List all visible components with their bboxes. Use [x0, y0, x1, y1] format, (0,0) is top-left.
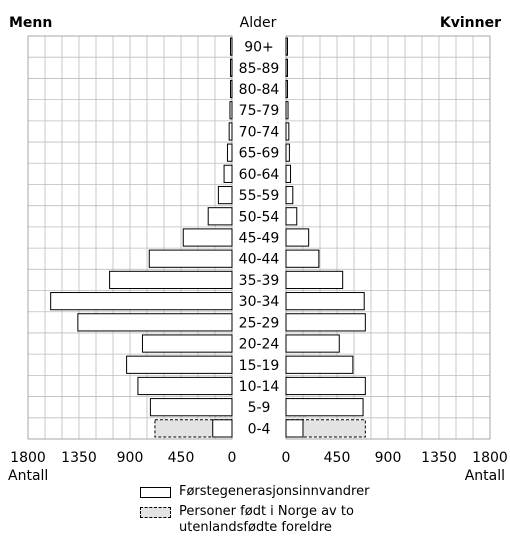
age-label: 50-54: [239, 209, 280, 225]
x-tick-label-right: 1350: [421, 450, 457, 466]
bar-women-85-89-first-gen: [285, 58, 288, 77]
x-tick-label-left: 450: [168, 450, 195, 466]
bar-men-20-24-first-gen: [141, 334, 233, 353]
x-tick-label-left: 900: [117, 450, 144, 466]
age-label: 10-14: [239, 379, 280, 395]
bar-women-25-29-first-gen: [285, 313, 366, 332]
bar-women-50-54-first-gen: [285, 207, 298, 226]
x-tick-label-right: 0: [282, 450, 291, 466]
legend-label-born-in-norway: Personer født i Norge av to utenlandsfød…: [179, 504, 354, 535]
age-label: 0-4: [248, 421, 271, 437]
bar-women-0-4-born-norway: [285, 419, 366, 438]
legend-label-first-generation: Førstegenerasjonsinnvandrer: [179, 484, 370, 499]
age-label: 75-79: [239, 103, 280, 119]
x-axis-label-left: Antall: [8, 468, 48, 480]
bar-women-45-49-first-gen: [285, 228, 310, 247]
x-tick-label-left: 1350: [61, 450, 97, 466]
bar-women-65-69-first-gen: [285, 143, 290, 162]
bar-women-0-4-first-gen: [285, 419, 304, 438]
bar-men-30-34-first-gen: [50, 292, 233, 311]
bar-women-35-39-first-gen: [285, 270, 344, 290]
population-pyramid-chart: 0-4 5-9 10-14 15-19 20-24 25-29 30-34 35-39 40-4…: [8, 15, 508, 480]
bar-women-90+-first-gen: [285, 37, 288, 56]
bar-men-25-29-first-gen: [77, 313, 233, 332]
bar-men-5-9-first-gen: [149, 398, 233, 417]
age-label: 85-89: [239, 61, 280, 77]
legend-swatch-dashed: [140, 507, 171, 518]
x-tick-label-left: 1800: [10, 450, 46, 466]
labels: 0-4 5-9 10-14 15-19 20-24 25-29 30-34 35-39 40-4…: [10, 40, 508, 466]
bar-men-40-44-first-gen: [148, 249, 233, 268]
legend-swatch-solid: [140, 487, 171, 498]
bar-men-55-59-first-gen: [217, 185, 233, 205]
header-men: Menn: [9, 15, 52, 31]
bar-women-55-59-first-gen: [285, 185, 294, 205]
bar-men-0-4-first-gen: [212, 419, 233, 438]
bar-women-80-84-first-gen: [285, 79, 288, 99]
bar-women-75-79-first-gen: [285, 101, 289, 120]
bars: [50, 37, 366, 438]
bar-women-20-24-first-gen: [285, 334, 340, 353]
age-label: 40-44: [239, 252, 280, 268]
bar-women-10-14-first-gen: [285, 376, 366, 396]
bar-men-90+-first-gen: [230, 37, 233, 56]
age-label: 25-29: [239, 315, 280, 331]
legend-item-first-generation: Førstegenerasjonsinnvandrer: [140, 484, 399, 500]
x-tick-label-right: 1800: [472, 450, 508, 466]
header-age: Alder: [240, 15, 277, 31]
age-label: 80-84: [239, 82, 280, 98]
bar-men-50-54-first-gen: [207, 207, 233, 226]
legend: Førstegenerasjonsinnvandrer Personer fød…: [140, 484, 399, 540]
grid-right: [285, 35, 491, 440]
bar-women-70-74-first-gen: [285, 122, 290, 141]
header-women: Kvinner: [440, 15, 501, 31]
age-label: 15-19: [239, 358, 280, 374]
bar-men-65-69-first-gen: [226, 143, 233, 162]
bar-men-80-84-first-gen: [230, 79, 233, 99]
bar-men-70-74-first-gen: [228, 122, 233, 141]
age-label: 60-64: [239, 167, 280, 183]
bar-men-15-19-first-gen: [126, 355, 233, 374]
age-label: 5-9: [248, 400, 271, 416]
age-label: 70-74: [239, 124, 280, 140]
x-tick-label-right: 900: [375, 450, 402, 466]
bar-women-40-44-first-gen: [285, 249, 320, 268]
x-tick-label-right: 450: [324, 450, 351, 466]
legend-item-born-in-norway: Personer født i Norge av to utenlandsfød…: [140, 504, 399, 536]
age-label: 20-24: [239, 337, 280, 353]
bar-men-60-64-first-gen: [223, 164, 233, 183]
age-label: 65-69: [239, 146, 280, 162]
bar-women-5-9-first-gen: [285, 398, 364, 417]
x-tick-label-left: 0: [228, 450, 237, 466]
age-label: 30-34: [239, 294, 280, 310]
x-axis-label-right: Antall: [465, 468, 505, 480]
bar-men-35-39-first-gen: [109, 270, 233, 290]
bar-women-60-64-first-gen: [285, 164, 292, 183]
grid-left: [27, 35, 233, 440]
bar-women-15-19-first-gen: [285, 355, 354, 374]
bar-men-85-89-first-gen: [230, 58, 233, 77]
age-label: 55-59: [239, 188, 280, 204]
bar-women-30-34-first-gen: [285, 292, 365, 311]
age-label: 90+: [244, 40, 274, 56]
age-label: 35-39: [239, 273, 280, 289]
bar-men-45-49-first-gen: [182, 228, 233, 247]
bar-men-10-14-first-gen: [137, 376, 233, 396]
bar-men-75-79-first-gen: [229, 101, 233, 120]
age-label: 45-49: [239, 231, 280, 247]
